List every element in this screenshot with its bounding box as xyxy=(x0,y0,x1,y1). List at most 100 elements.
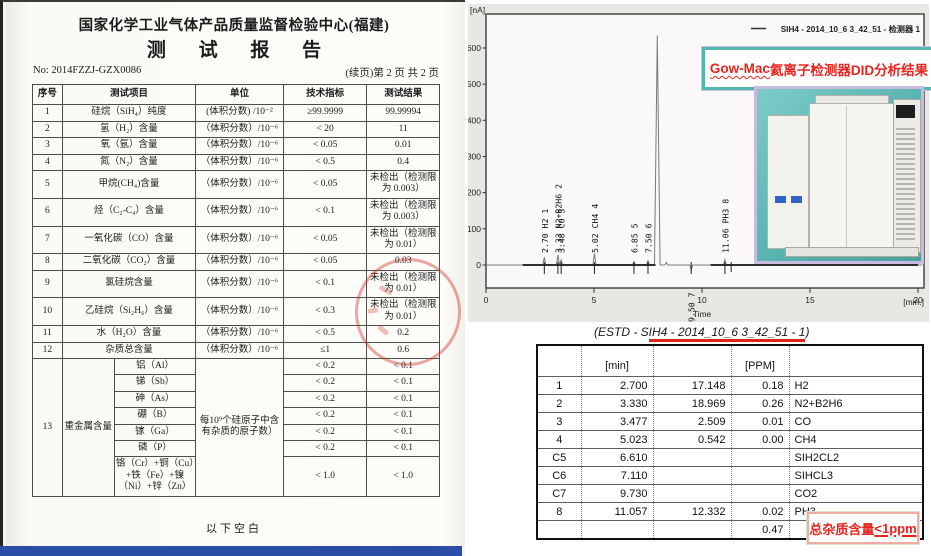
did-caption-text: 氦离子检测器DID分析结果 xyxy=(769,62,929,78)
results-header-row: [min] [PPM] xyxy=(537,345,924,377)
row-spec: < 0.1 xyxy=(282,197,368,227)
estd-run-title: (ESTD - SIH4 - 2014_10_6 3_42_51 - 1) xyxy=(594,325,809,342)
row-spec: < 0.1 xyxy=(282,269,368,299)
report-page-info: (续页)第 2 页 共 2 页 xyxy=(345,68,439,79)
peak-label: 3.48 CO 3 xyxy=(557,209,567,253)
row-spec: < 0.05 xyxy=(282,169,368,199)
row-item: 氯硅烷含量 xyxy=(61,269,197,299)
sub-name: 锑（Sb） xyxy=(113,374,197,392)
report-title: 测 试 报 告 xyxy=(146,40,336,61)
peak-ppm: 0.47 xyxy=(731,520,790,540)
report-row: 8 二氧化碳（CO₂）含量 （体积分数）/10⁻⁶ < 0.05 0.03 xyxy=(32,253,440,271)
peak-label: 11.06 PH3 8 xyxy=(720,199,730,253)
col-unit: 单位 xyxy=(195,83,284,106)
estd-prefix: (ESTD - S xyxy=(594,325,649,339)
instrument-keypad xyxy=(896,125,915,243)
peak-no: 1 xyxy=(537,376,582,395)
peak-no: 8 xyxy=(537,502,582,521)
peak-label: 7.50 6 xyxy=(644,223,654,253)
row-spec: < 20 xyxy=(282,120,368,139)
svg-text:500: 500 xyxy=(468,79,481,89)
row-spec: < 0.2 xyxy=(282,407,368,425)
total-impurity-callout: 总杂质含量 <1ppm xyxy=(807,512,919,544)
peak-name: CO2 xyxy=(789,484,924,503)
svg-text:15: 15 xyxy=(805,295,815,305)
row-result: 99.99994 xyxy=(366,104,440,122)
row-result: < 0.1 xyxy=(366,390,440,409)
row-result: 未检出（检测限为 0.01） xyxy=(366,269,440,299)
svg-text:0: 0 xyxy=(476,260,481,270)
peak-ppm: 0.01 xyxy=(731,412,790,431)
row-no: 12 xyxy=(32,341,63,360)
instrument-left-module xyxy=(767,115,809,249)
row-no: 11 xyxy=(32,325,63,343)
row-unit: （体积分数）/10⁻⁶ xyxy=(195,169,284,199)
peak-area: 12.332 xyxy=(653,502,732,521)
peak-area xyxy=(653,520,732,540)
svg-text:100: 100 xyxy=(468,224,481,234)
svg-text:0: 0 xyxy=(484,295,489,305)
sub-name: 铬（Cr）+铜（Cu）+铁（Fe）+镍（Ni）+锌（Zn） xyxy=(113,456,197,497)
row-no: 13 xyxy=(32,358,63,497)
results-header-cell xyxy=(789,345,924,377)
peak-no xyxy=(537,520,582,540)
row-item: 一氧化碳（CO）含量 xyxy=(61,225,197,255)
peak-name: CO xyxy=(789,412,924,431)
peak-no: 3 xyxy=(537,412,582,431)
row-item: 杂质总含量 xyxy=(61,341,197,360)
row-spec: < 0.05 xyxy=(282,137,368,155)
peak-area: 2.509 xyxy=(653,412,732,431)
peak-rt: 5.023 xyxy=(581,430,654,449)
svg-text:20: 20 xyxy=(913,295,923,305)
svg-text:10: 10 xyxy=(697,295,707,305)
row-spec: < 0.05 xyxy=(282,253,368,271)
svg-text:300: 300 xyxy=(468,151,481,161)
results-header-cell xyxy=(537,345,582,377)
report-row: 6 烃（C₂-C₄）含量 （体积分数）/10⁻⁶ < 0.1 未检出（检测限为 0.00… xyxy=(32,197,440,227)
row-item: 氧（氩）含量 xyxy=(61,137,197,155)
y-unit-label: [nA] xyxy=(470,5,485,15)
legend-label: SIH4 - 2014_10_6 3_42_51 - 检测器 1 xyxy=(781,24,921,34)
peak-ppm xyxy=(731,484,790,503)
peak-rt: 3.330 xyxy=(581,394,654,413)
row-unit: （体积分数）/10⁻⁶ xyxy=(195,253,284,271)
row-spec: < 0.2 xyxy=(282,390,368,409)
row-spec: < 0.5 xyxy=(282,153,368,171)
row-result: 未检出（检测限为 0.003） xyxy=(366,197,440,227)
row-result: 未检出（检测限为 0.01） xyxy=(366,225,440,255)
row-result: < 0.1 xyxy=(366,374,440,392)
row-spec: ≥99.9999 xyxy=(282,104,368,122)
row-no: 9 xyxy=(32,269,63,299)
report-row: 7 一氧化碳（CO）含量 （体积分数）/10⁻⁶ < 0.05 未检出（检测限为 0.0… xyxy=(32,225,440,255)
sub-name: 铝（Al） xyxy=(113,358,197,376)
impurity-value: <1ppm xyxy=(874,520,917,536)
peak-rt: 3.477 xyxy=(581,412,654,431)
row-item: 水（H₂O）含量 xyxy=(61,325,197,343)
report-row: 硼（B） < 0.2 < 0.1 xyxy=(33,407,440,425)
results-row: C6 7.110 SIHCL3 xyxy=(537,466,924,485)
report-row: 1 硅烷（SiH₄）纯度 (体积分数) /10⁻² ≥99.9999 99.99994 xyxy=(32,104,440,122)
peak-no: 4 xyxy=(537,430,582,449)
peak-area xyxy=(653,466,732,485)
row-unit: （体积分数）/10⁻⁶ xyxy=(195,197,284,227)
peak-area: 17.148 xyxy=(653,376,732,395)
row-item: 氢（H₂）含量 xyxy=(61,120,197,139)
row-item: 硅烷（SiH₄）纯度 xyxy=(61,104,197,122)
peak-ppm: 0.26 xyxy=(731,394,790,413)
instrument-display-chip xyxy=(775,196,786,203)
peak-area: 18.969 xyxy=(653,394,732,413)
row-unit: （体积分数）/10⁻⁶ xyxy=(195,297,284,327)
peak-area xyxy=(653,448,732,467)
row-spec: < 1.0 xyxy=(282,456,368,497)
row-item: 甲烷(CH₄)含量 xyxy=(61,169,197,199)
svg-text:600: 600 xyxy=(468,43,481,53)
report-header-row: 序号 测试项目 单位 技术指标 测试结果 xyxy=(32,83,440,106)
row-unit: （体积分数）/10⁻⁶ xyxy=(195,120,284,139)
row-item: 乙硅烷（Si₂H₆）含量 xyxy=(61,297,197,327)
row-no: 3 xyxy=(32,137,63,155)
analysis-pane: [nA] 0 100 200 300 400 500 600 0 5 10 15 20 Time [min.… xyxy=(466,0,931,556)
report-row: 5 甲烷(CH₄)含量 （体积分数）/10⁻⁶ < 0.05 未检出（检测限为 0.00… xyxy=(32,169,440,199)
peak-label: 9.50 7 xyxy=(687,292,697,322)
results-header-cell: [PPM] xyxy=(731,345,790,377)
peak-name: H2 xyxy=(789,376,924,395)
